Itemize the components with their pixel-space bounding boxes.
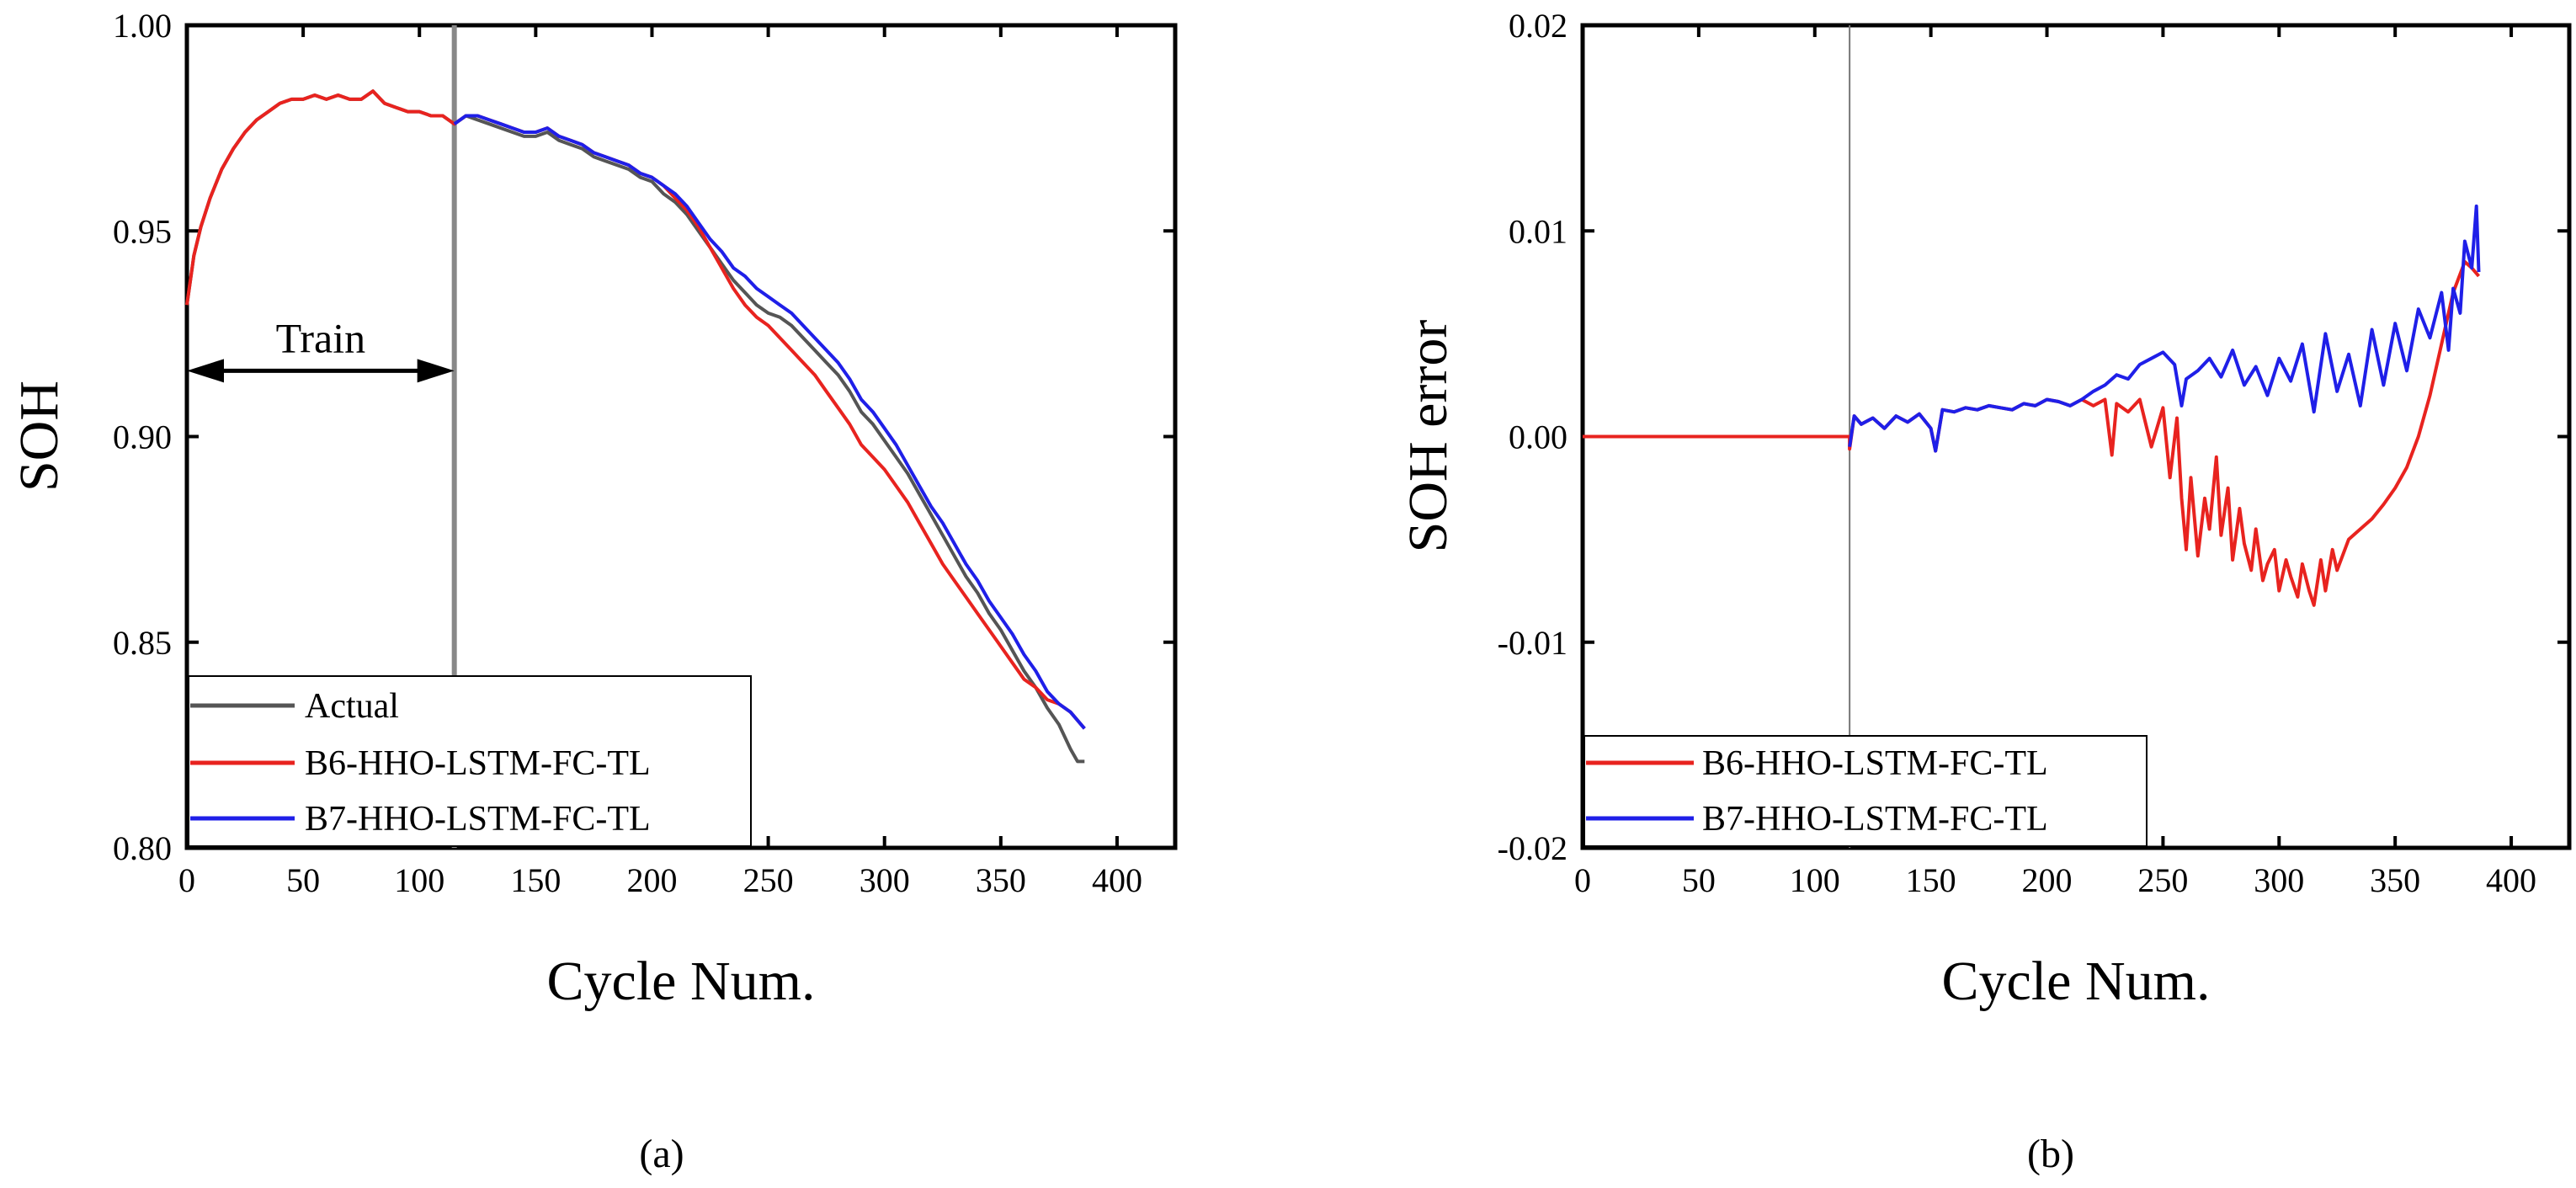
x-tick-label-0: 0	[1574, 861, 1591, 899]
x-tick-label-350: 350	[976, 861, 1026, 899]
x-tick-label-350: 350	[2370, 861, 2420, 899]
y-tick-label-0: 0.80	[113, 829, 172, 867]
legend-box-b	[1583, 735, 2148, 847]
x-tick-label-300: 300	[860, 861, 910, 899]
series-line-b7-hho-lstm-fc-tl	[1848, 204, 2481, 453]
series-line-b7-hho-lstm-fc-tl	[453, 114, 1086, 730]
x-tick-label-150: 150	[1906, 861, 1956, 899]
x-tick-label-100: 100	[394, 861, 444, 899]
x-tick-label-0: 0	[178, 861, 195, 899]
x-tick-label-250: 250	[2137, 861, 2188, 899]
legend-label-actual: Actual	[305, 687, 399, 726]
panel-label-b: (b)	[2027, 1132, 2074, 1176]
series-line-actual	[185, 89, 1085, 764]
y-tick-label-3: 0.95	[113, 212, 172, 250]
y-axis-title-b: SOH error	[1397, 320, 1459, 553]
y-axis-title-a: SOH	[8, 381, 70, 492]
legend-label-b7: B7-HHO-LSTM-FC-TL	[305, 800, 651, 839]
chart-panel-a: 0 50 100 150 200 250 300 350 400 0.80 0.85 0.90 0.95…	[8, 7, 1178, 1176]
legend-a: Actual B6-HHO-LSTM-FC-TL B7-HHO-LSTM-FC-…	[188, 675, 752, 847]
y-tick-label-1: -0.01	[1498, 624, 1567, 662]
y-tick-label-1: 0.85	[113, 624, 172, 662]
axis-ticks-a: 0 50 100 150 200 250 300 350 400 0.80 0.85 0.90 0.95…	[113, 7, 1175, 899]
train-arrowhead-left	[187, 359, 224, 383]
legend-b: B6-HHO-LSTM-FC-TL B7-HHO-LSTM-FC-TL	[1583, 735, 2148, 847]
x-tick-label-400: 400	[1092, 861, 1142, 899]
series-lines-b	[1583, 204, 2481, 607]
x-tick-label-100: 100	[1790, 861, 1840, 899]
y-tick-label-3: 0.01	[1509, 212, 1567, 250]
train-arrowhead-right	[417, 359, 455, 383]
legend-label-b6: B6-HHO-LSTM-FC-TL	[1702, 744, 2048, 783]
x-axis-title-b: Cycle Num.	[1942, 951, 2211, 1012]
series-line-b6-hho-lstm-fc-tl	[185, 89, 1086, 730]
series-line-b6-hho-lstm-fc-tl	[1583, 259, 2481, 607]
x-tick-label-250: 250	[743, 861, 794, 899]
x-tick-label-200: 200	[626, 861, 677, 899]
x-tick-label-300: 300	[2254, 861, 2304, 899]
x-tick-label-150: 150	[510, 861, 561, 899]
legend-label-b6: B6-HHO-LSTM-FC-TL	[305, 744, 651, 783]
axis-ticks-b: 0 50 100 150 200 250 300 350 400 -0.02 -0.01 0.00 0.…	[1498, 7, 2569, 899]
x-tick-label-50: 50	[286, 861, 320, 899]
train-annotation: Train	[187, 314, 455, 383]
train-label: Train	[276, 314, 366, 361]
chart-panel-b: 0 50 100 150 200 250 300 350 400 -0.02 -0.01 0.00 0.…	[1397, 7, 2572, 1176]
y-tick-label-2: 0.90	[113, 418, 172, 456]
y-tick-label-2: 0.00	[1509, 418, 1567, 456]
x-tick-label-50: 50	[1682, 861, 1716, 899]
y-tick-label-4: 1.00	[113, 7, 172, 45]
panel-label-a: (a)	[639, 1132, 684, 1176]
y-tick-label-0: -0.02	[1498, 829, 1567, 867]
x-tick-label-400: 400	[2486, 861, 2536, 899]
y-tick-label-4: 0.02	[1509, 7, 1567, 45]
x-axis-title-a: Cycle Num.	[547, 951, 816, 1012]
x-tick-label-200: 200	[2022, 861, 2073, 899]
legend-label-b7: B7-HHO-LSTM-FC-TL	[1702, 800, 2048, 839]
series-lines-a	[185, 89, 1086, 764]
